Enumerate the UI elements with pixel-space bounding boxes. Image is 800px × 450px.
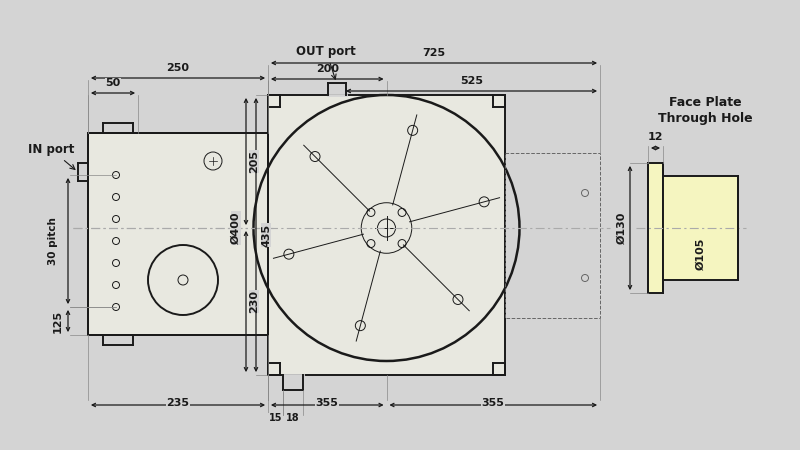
Text: 230: 230 (249, 290, 259, 313)
Text: 235: 235 (166, 398, 190, 408)
Text: 435: 435 (261, 224, 271, 247)
Text: Ø130: Ø130 (617, 212, 627, 244)
Text: 725: 725 (422, 48, 446, 58)
Text: 200: 200 (316, 64, 338, 74)
Bar (505, 153, 600, 318)
Text: Ø400: Ø400 (231, 212, 241, 244)
Text: 205: 205 (249, 150, 259, 173)
Bar (268, 95, 505, 375)
Text: 30 pitch: 30 pitch (48, 217, 58, 265)
Text: Ø105: Ø105 (695, 238, 706, 270)
Text: 15: 15 (269, 413, 282, 423)
Text: 250: 250 (166, 63, 190, 73)
Bar (648, 163, 663, 293)
Bar (663, 176, 738, 280)
Bar (88, 133, 268, 335)
Text: 18: 18 (286, 413, 300, 423)
Text: 355: 355 (316, 398, 338, 408)
Text: 355: 355 (482, 398, 505, 408)
Text: 50: 50 (106, 78, 121, 88)
Text: Face Plate
Through Hole: Face Plate Through Hole (658, 96, 752, 125)
Text: 125: 125 (53, 310, 63, 333)
Text: 525: 525 (460, 76, 483, 86)
Text: OUT port: OUT port (297, 45, 356, 79)
Text: 12: 12 (648, 132, 663, 142)
Text: IN port: IN port (28, 143, 75, 169)
